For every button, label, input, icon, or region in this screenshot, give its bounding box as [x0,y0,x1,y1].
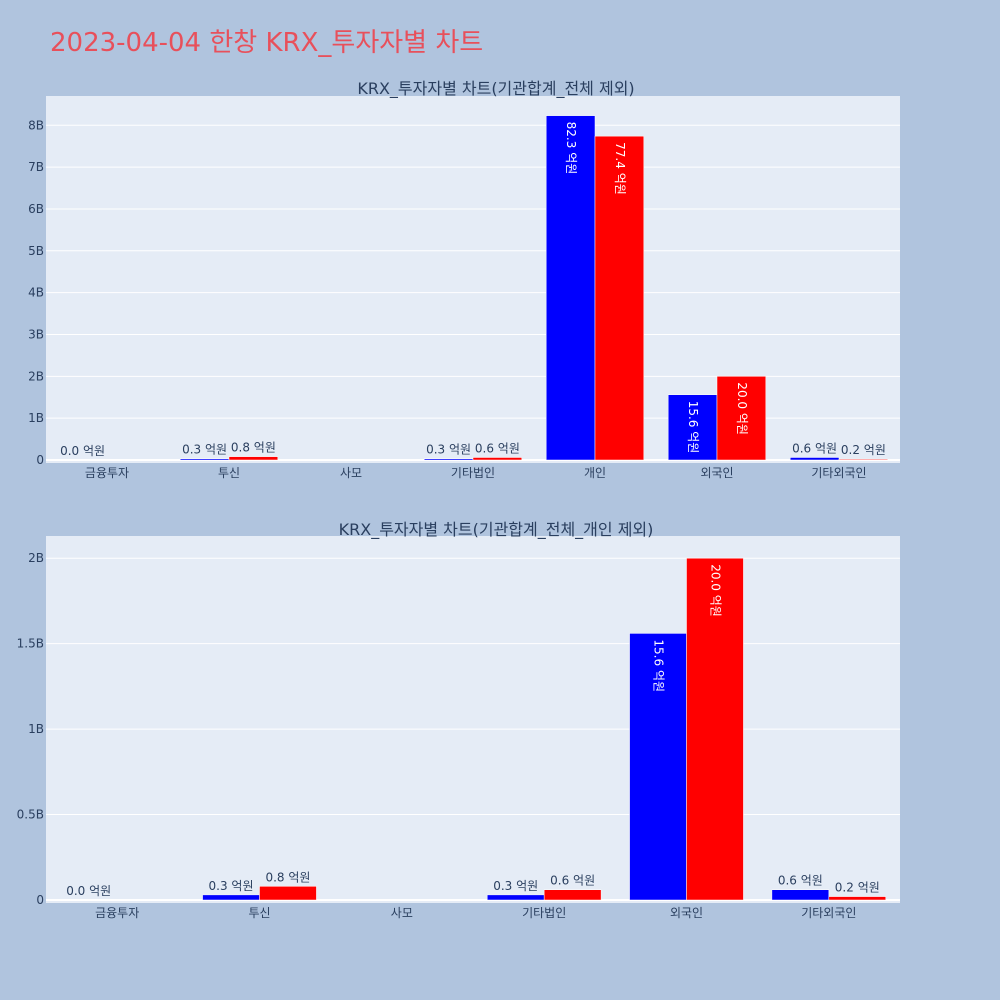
x-tick-label: 사모 [391,906,413,920]
x-tick-label: 외국인 [700,466,733,480]
data-label: 0.8 억원 [265,870,310,884]
data-label: 20.0 억원 [735,382,749,435]
x-tick-label: 금융투자 [85,466,129,480]
chart-investor-all: 0 1B 2B 3B 4B 5B 6B 7B 8B KRX_투자자별 차트(기관합계_전체 제외)… [28,79,900,480]
data-label: 0.2 억원 [841,443,886,457]
x-tick-label: 기타외국인 [811,466,866,480]
y-tick-label: 8B [28,118,44,132]
bar [543,889,602,901]
data-label: 0.3 억원 [493,879,538,893]
bar [202,894,260,901]
data-label: 0.8 억원 [231,441,276,455]
x-tick-label: 외국인 [670,906,703,920]
bar [828,896,887,901]
x-tick-label: 기타법인 [522,906,566,920]
plot-area [46,536,900,903]
y-tick-label: 1B [28,411,44,425]
bar [716,376,767,461]
data-label: 82.3 억원 [564,122,578,175]
y-tick-label: 4B [28,286,44,300]
bar [667,394,718,461]
data-label: 0.3 억원 [209,879,254,893]
data-label: 0.0 억원 [66,884,111,898]
x-tick-label: 투신 [218,466,240,480]
bar [594,135,645,461]
data-label: 77.4 억원 [613,142,627,195]
x-tick-label: 투신 [248,906,270,920]
data-label: 0.6 억원 [475,441,520,455]
bar [789,457,840,461]
y-tick-label: 5B [28,244,44,258]
data-label: 0.2 억원 [835,881,880,895]
y-tick-label: 0 [36,893,44,907]
page-title: 2023-04-04 한창 KRX_투자자별 차트 [50,28,484,58]
data-label: 0.3 억원 [426,443,471,457]
chart-title: KRX_투자자별 차트(기관합계_전체 제외) [357,79,634,99]
y-tick-label: 1.5B [17,637,44,651]
x-tick-label: 개인 [584,466,606,480]
data-label: 0.6 억원 [778,874,823,888]
x-tick-label: 기타외국인 [801,906,856,920]
y-tick-label: 2B [28,551,44,565]
data-label: 15.6 억원 [652,639,666,692]
bar [228,456,279,461]
x-tick-label: 금융투자 [95,906,139,920]
bar [486,894,545,901]
y-tick-label: 3B [28,327,44,341]
y-tick-label: 0 [36,453,44,467]
chart-title: KRX_투자자별 차트(기관합계_전체_개인 제외) [339,520,654,540]
data-label: 0.6 억원 [550,874,595,888]
data-label: 0.3 억원 [182,443,227,457]
y-tick-label: 0.5B [17,808,44,822]
x-tick-label: 기타법인 [451,466,495,480]
bar [545,115,596,461]
data-label: 15.6 억원 [686,401,700,454]
bar [686,557,744,901]
x-tick-label: 사모 [340,466,362,480]
y-tick-label: 7B [28,160,44,174]
bar [259,886,317,901]
y-tick-label: 1B [28,722,44,736]
bar [472,457,523,461]
bar [838,458,889,461]
data-label: 20.0 억원 [708,564,722,617]
y-tick-label: 6B [28,202,44,216]
data-label: 0.0 억원 [60,444,105,458]
bar [771,889,830,901]
data-label: 0.6 억원 [792,441,837,455]
y-tick-label: 2B [28,369,44,383]
bar [629,633,687,901]
